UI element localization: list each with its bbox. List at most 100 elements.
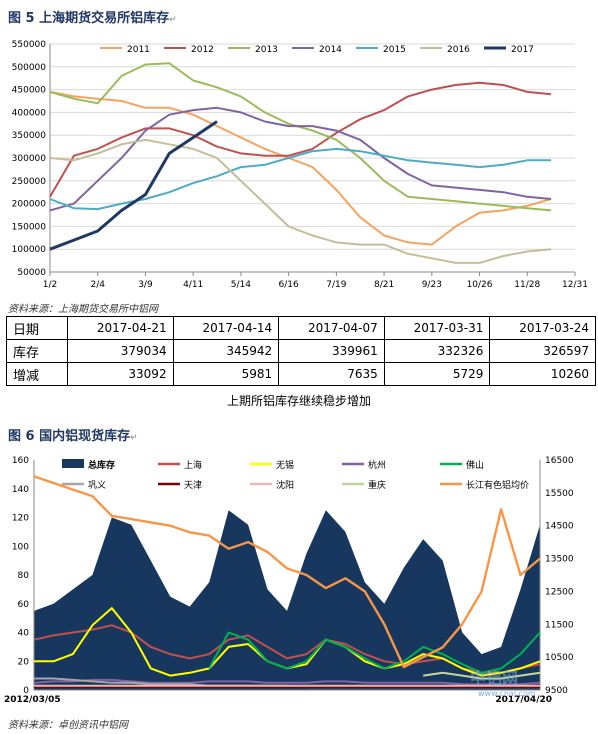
legend-label-佛山: 佛山 bbox=[466, 459, 484, 471]
x-tick-label: 8/21 bbox=[374, 280, 394, 290]
y2-tick-label: 16500 bbox=[545, 456, 574, 466]
table-cell: 2017-03-31 bbox=[383, 316, 491, 340]
y-tick-label: 400000 bbox=[12, 108, 47, 118]
legend-label-杭州: 杭州 bbox=[368, 459, 386, 471]
y-tick-label: 250000 bbox=[12, 177, 47, 187]
y-tick-label: 150000 bbox=[12, 222, 47, 232]
x-tick-label: 2/4 bbox=[90, 280, 105, 290]
fig5-source: 资料来源：上海期货交易所中铝网 bbox=[8, 304, 158, 315]
x-tick-label: 1/2 bbox=[43, 280, 57, 290]
table-cell: 2017-04-07 bbox=[278, 316, 385, 340]
series-line-2014 bbox=[49, 106, 552, 212]
x-tick-label: 10/26 bbox=[467, 280, 493, 290]
y-tick-label: 160 bbox=[12, 456, 29, 466]
legend-label-天津: 天津 bbox=[184, 480, 202, 491]
x-tick-label: 5/14 bbox=[231, 280, 251, 290]
x-tick-label: 6/16 bbox=[279, 280, 299, 290]
table-row: 增减 33092 5981 7635 5729 10260 bbox=[6, 362, 596, 386]
series-line-2011 bbox=[49, 90, 552, 246]
y-tick-label: 120 bbox=[12, 514, 29, 524]
legend-label-2016: 2016 bbox=[447, 45, 470, 55]
fig6-title: 图 6 国内铝现货库存↵ bbox=[8, 429, 138, 444]
y-tick-label: 350000 bbox=[12, 131, 47, 141]
y2-tick-label: 12500 bbox=[545, 587, 574, 597]
y-tick-label: 80 bbox=[18, 571, 30, 581]
series-line-佛山 bbox=[208, 631, 541, 674]
legend-label-巩义: 巩义 bbox=[88, 480, 106, 491]
legend-label-沈阳: 沈阳 bbox=[276, 479, 294, 491]
fig6-source: 资料来源：卓创资讯中铝网 bbox=[8, 720, 128, 731]
legend-label-2014: 2014 bbox=[319, 45, 342, 55]
legend-label-2011: 2011 bbox=[127, 45, 150, 55]
legend-label-重庆: 重庆 bbox=[368, 479, 386, 491]
table-cell: 10260 bbox=[489, 362, 596, 386]
y2-tick-label: 9500 bbox=[545, 686, 568, 696]
x-tick-label: 4/11 bbox=[183, 280, 203, 290]
series-line-杭州 bbox=[33, 678, 541, 686]
y-tick-label: 60 bbox=[18, 600, 30, 610]
table-cell: 345942 bbox=[172, 339, 280, 363]
table-cell: 33092 bbox=[67, 362, 174, 386]
table-cell: 5981 bbox=[172, 362, 280, 386]
y2-tick-label: 14500 bbox=[545, 522, 574, 532]
y-tick-label: 450000 bbox=[12, 86, 47, 96]
table-cell: 326597 bbox=[489, 339, 596, 363]
y2-tick-label: 15500 bbox=[545, 489, 574, 499]
legend-label-2017: 2017 bbox=[511, 45, 534, 55]
x-tick-label: 3/9 bbox=[138, 280, 153, 290]
series-area-total bbox=[34, 510, 540, 690]
series-line-重庆 bbox=[423, 671, 541, 680]
legend-label-2012: 2012 bbox=[191, 45, 214, 55]
legend-swatch-总库存 bbox=[62, 459, 84, 468]
series-line-2016 bbox=[49, 138, 552, 264]
fig5-chart: 50000 100000 150000 200000 250000 300000 35000… bbox=[12, 40, 588, 290]
series-line-2017 bbox=[49, 120, 218, 251]
y-tick-label: 550000 bbox=[12, 40, 47, 50]
table-cell: 332326 bbox=[383, 339, 491, 363]
y-tick-label: 50000 bbox=[17, 268, 46, 278]
y-tick-label: 0 bbox=[23, 686, 29, 696]
table-cell: 2017-03-24 bbox=[489, 316, 596, 340]
x-tick-label: 9/23 bbox=[422, 280, 442, 290]
watermark-logo: 中铝网 bbox=[470, 669, 518, 688]
x-tick-label: 7/19 bbox=[326, 280, 346, 290]
legend-label-长江有色铝均价: 长江有色铝均价 bbox=[466, 479, 529, 491]
fig5-title: 图 5 上海期货交易所铝库存↵ bbox=[8, 11, 177, 26]
series-line-2013 bbox=[49, 62, 552, 212]
table-cell: 379034 bbox=[67, 339, 174, 363]
y-tick-label: 200000 bbox=[12, 200, 47, 210]
table-cell: 2017-04-21 bbox=[67, 316, 174, 340]
table-row: 日期 2017-04-21 2017-04-14 2017-04-07 2017-03-… bbox=[6, 316, 596, 340]
inventory-table: 日期 2017-04-21 2017-04-14 2017-04-07 2017-03-… bbox=[6, 316, 596, 386]
legend-label-2013: 2013 bbox=[255, 45, 278, 55]
x-start-label: 2012/03/05 bbox=[4, 695, 61, 705]
x-end-label: 2017/04/20 bbox=[495, 695, 552, 705]
table-cell: 7635 bbox=[278, 362, 385, 386]
x-tick-label: 11/28 bbox=[514, 280, 540, 290]
legend-label-总库存: 总库存 bbox=[88, 459, 115, 471]
legend-label-2015: 2015 bbox=[383, 45, 406, 55]
y-tick-label: 40 bbox=[18, 629, 30, 639]
y-tick-label: 500000 bbox=[12, 63, 47, 73]
series-line-2012 bbox=[49, 81, 552, 198]
y-tick-label: 140 bbox=[12, 485, 29, 495]
table-cell: 2017-04-14 bbox=[172, 316, 280, 340]
fig6-chart: 0 20 40 60 80 100 120 140 160 9500 10500 11500 12500… bbox=[4, 456, 574, 705]
watermark-url: www.cnal.com bbox=[478, 689, 536, 698]
row-label: 库存 bbox=[6, 339, 68, 363]
legend-label-上海: 上海 bbox=[184, 459, 202, 471]
row-label: 日期 bbox=[6, 316, 68, 340]
fig5-caption: 上期所铝库存继续稳步增加 bbox=[226, 394, 371, 408]
x-tick-label: 12/31 bbox=[562, 280, 588, 290]
legend-label-无锡: 无锡 bbox=[276, 460, 294, 471]
y-tick-label: 100000 bbox=[12, 245, 47, 255]
y2-tick-label: 10500 bbox=[545, 653, 574, 663]
series-line-长江有色铝均价 bbox=[33, 475, 541, 669]
table-cell: 339961 bbox=[278, 339, 385, 363]
y-tick-label: 100 bbox=[12, 542, 29, 552]
y2-tick-label: 13500 bbox=[545, 555, 574, 565]
y-tick-label: 300000 bbox=[12, 154, 47, 164]
y-tick-label: 20 bbox=[18, 657, 30, 667]
table-cell: 5729 bbox=[383, 362, 491, 386]
y2-tick-label: 11500 bbox=[545, 620, 574, 630]
